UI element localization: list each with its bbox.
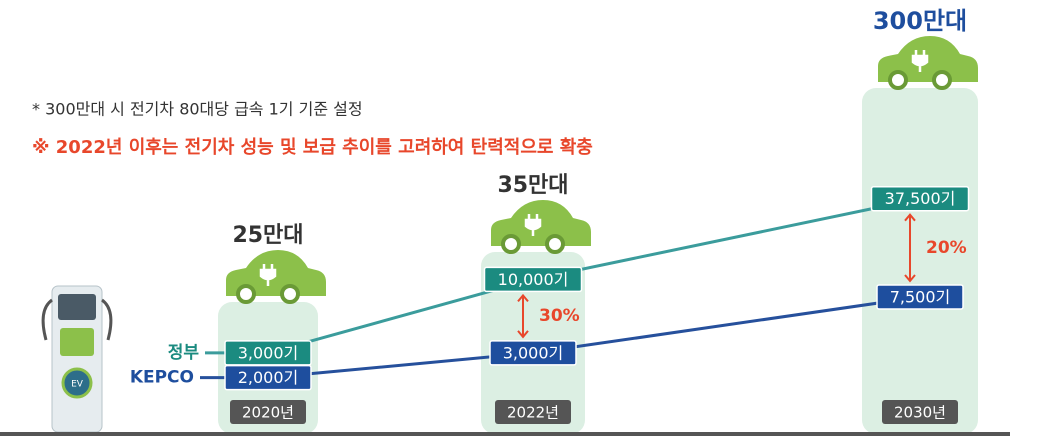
value-label: 2,000기 [238, 368, 299, 387]
car-icon [491, 200, 591, 254]
car-icon [226, 250, 326, 304]
svg-text:EV: EV [71, 380, 84, 390]
vehicle-label: 25만대 [232, 223, 303, 248]
value-box [224, 364, 312, 391]
value-label: 10,000기 [498, 270, 569, 289]
year-box [495, 400, 571, 424]
year-box [230, 400, 306, 424]
value-box [483, 266, 583, 293]
gap-label: 20% [926, 238, 967, 258]
car-icon [878, 36, 978, 90]
vehicle-label: 300만대 [873, 7, 967, 35]
legend-label: KEPCO [130, 368, 194, 388]
series-line [267, 295, 921, 380]
year-box [882, 400, 958, 424]
note: * 300만대 시 전기차 80대당 급속 1기 기준 설정 [32, 100, 363, 119]
vehicle-label: 35만대 [497, 173, 568, 198]
value-box [489, 340, 577, 366]
value-label: 37,500기 [885, 189, 956, 208]
value-box [876, 284, 964, 310]
series-line [267, 197, 921, 355]
value-label: 3,000기 [503, 343, 564, 362]
gap-arrow-head [517, 293, 529, 339]
x-tick-label: 2020년 [242, 404, 294, 422]
notice: ※ 2022년 이후는 전기차 성능 및 보급 추이를 고려하여 탄력적으로 확… [32, 137, 593, 158]
x-tick-label: 2030년 [894, 404, 946, 422]
legend-label: 정부 [168, 343, 200, 363]
value-box [224, 340, 312, 366]
value-label: 7,500기 [890, 287, 951, 306]
charger-icon: EV [41, 285, 113, 433]
value-box [870, 185, 970, 212]
pillar [862, 88, 978, 434]
x-tick-label: 2022년 [507, 404, 559, 422]
gap-label: 30% [539, 306, 580, 326]
gap-arrow-head [904, 213, 916, 283]
value-label: 3,000기 [238, 343, 299, 362]
